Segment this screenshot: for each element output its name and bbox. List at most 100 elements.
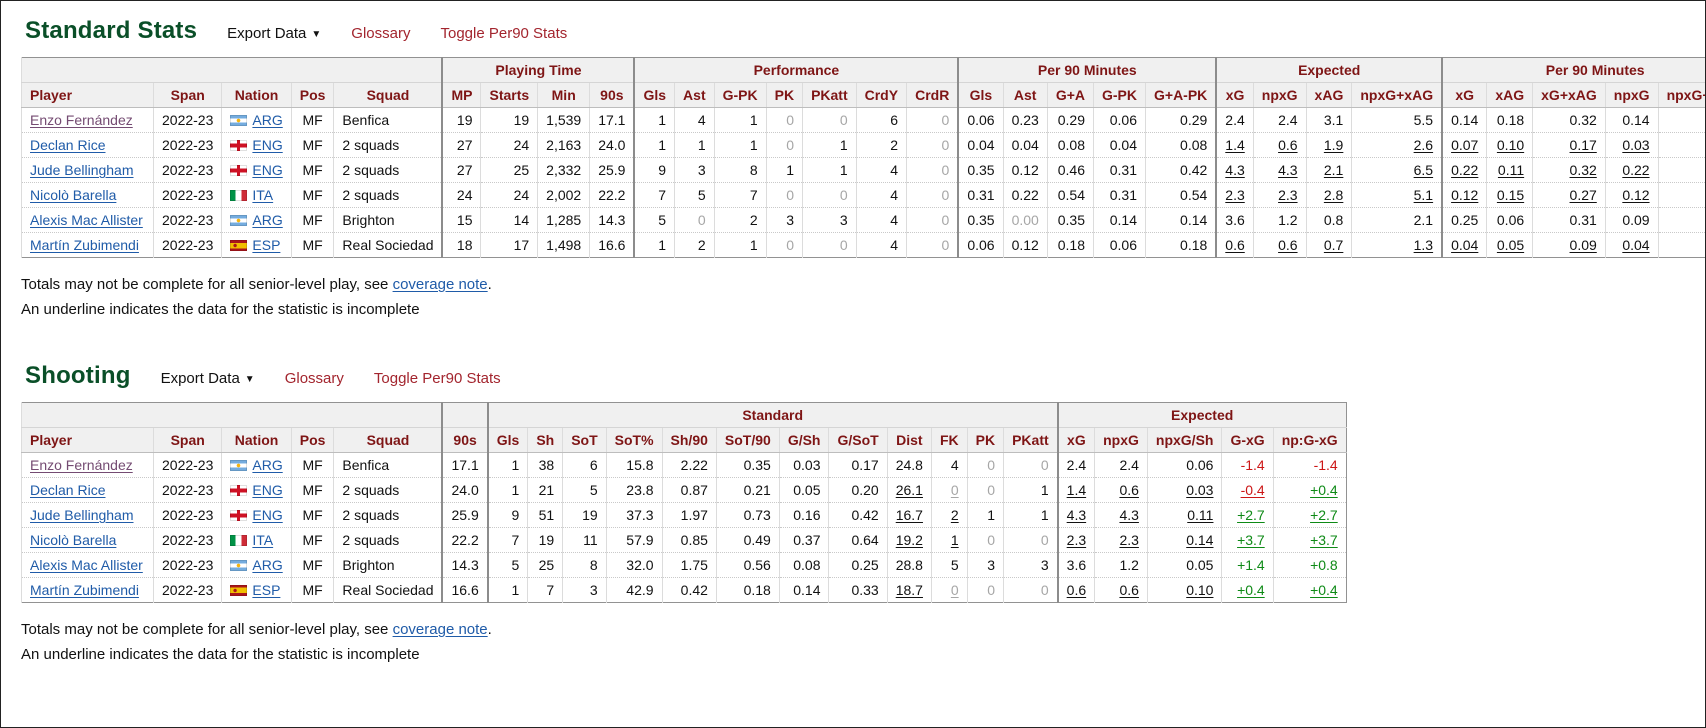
col-header-mp[interactable]: MP [441, 82, 481, 108]
col-header-npxg[interactable]: npxG [1604, 82, 1659, 108]
player-link[interactable]: Alexis Mac Allister [30, 557, 143, 573]
col-header-starts[interactable]: Starts [480, 82, 538, 108]
squad-cell: Real Sociedad [333, 577, 443, 603]
col-header-gls[interactable]: Gls [633, 82, 675, 108]
col-header-crdy[interactable]: CrdY [855, 82, 907, 108]
col-header-np-g-xg[interactable]: np:G-xG [1272, 427, 1347, 453]
export-data-button[interactable]: Export Data ▼ [227, 25, 321, 42]
col-header-g-pk[interactable]: G-PK [1093, 82, 1146, 108]
glossary-link[interactable]: Glossary [284, 370, 344, 387]
col-header-squad[interactable]: Squad [333, 427, 443, 453]
player-link[interactable]: Enzo Fernández [30, 112, 133, 128]
nation-link[interactable]: ARG [252, 557, 283, 573]
player-link[interactable]: Alexis Mac Allister [30, 212, 143, 228]
col-header-squad[interactable]: Squad [333, 82, 443, 108]
col-header-npxg[interactable]: npxG [1094, 427, 1148, 453]
export-data-button[interactable]: Export Data ▼ [161, 370, 255, 387]
col-header-pk[interactable]: PK [966, 427, 1004, 453]
col-header-sh-90[interactable]: Sh/90 [661, 427, 717, 453]
coverage-note-link[interactable]: coverage note [392, 276, 488, 293]
col-header-90s[interactable]: 90s [589, 82, 635, 108]
nation-link[interactable]: ESP [252, 582, 281, 598]
col-header-pos[interactable]: Pos [290, 82, 334, 108]
column-group-playing-time: Playing Time [441, 57, 635, 83]
coverage-note-link[interactable]: coverage note [392, 621, 488, 638]
col-header-gls[interactable]: Gls [957, 82, 1004, 108]
col-header-crdr[interactable]: CrdR [906, 82, 959, 108]
col-header-sot-[interactable]: SoT% [605, 427, 663, 453]
col-header-span[interactable]: Span [152, 427, 222, 453]
col-header-player[interactable]: Player [21, 82, 154, 108]
stat-value: 2.4 [1066, 457, 1087, 473]
col-header-npxg-xag[interactable]: npxG+xAG [1657, 82, 1705, 108]
col-header-npxg-xag[interactable]: npxG+xAG [1351, 82, 1443, 108]
col-header-fk[interactable]: FK [930, 427, 968, 453]
nation-link[interactable]: ENG [252, 482, 283, 498]
player-link[interactable]: Nicolò Barella [30, 187, 117, 203]
stat-cell: 0.25 [1441, 207, 1487, 233]
player-link[interactable]: Nicolò Barella [30, 532, 117, 548]
player-link[interactable]: Jude Bellingham [30, 507, 134, 523]
nation-link[interactable]: ARG [252, 212, 283, 228]
nation-link[interactable]: ITA [252, 187, 274, 203]
col-header-ast[interactable]: Ast [674, 82, 715, 108]
col-header-npxg-sh[interactable]: npxG/Sh [1146, 427, 1222, 453]
player-link[interactable]: Martín Zubimendi [30, 582, 139, 598]
col-header-pkatt[interactable]: PKatt [1003, 427, 1058, 453]
nation-link[interactable]: ENG [252, 507, 283, 523]
stat-cell: 17 [480, 232, 538, 258]
stat-cell: 0 [906, 207, 959, 233]
col-header-xag[interactable]: xAG [1305, 82, 1352, 108]
player-link[interactable]: Declan Rice [30, 137, 106, 153]
col-header-span[interactable]: Span [152, 82, 222, 108]
player-link[interactable]: Jude Bellingham [30, 162, 134, 178]
col-header-pos[interactable]: Pos [290, 427, 334, 453]
col-header-g-xg[interactable]: G-xG [1221, 427, 1274, 453]
col-header-sot[interactable]: SoT [562, 427, 607, 453]
col-header-g-sh[interactable]: G/Sh [778, 427, 829, 453]
col-header-xg-xag[interactable]: xG+xAG [1532, 82, 1606, 108]
col-header-g-pk[interactable]: G-PK [713, 82, 767, 108]
toggle-per90-link[interactable]: Toggle Per90 Stats [373, 370, 501, 387]
col-header-player[interactable]: Player [21, 427, 154, 453]
col-header-sot-90[interactable]: SoT/90 [715, 427, 780, 453]
nation-link[interactable]: ESP [252, 237, 281, 253]
col-header-nation[interactable]: Nation [221, 427, 292, 453]
nation-link[interactable]: ENG [252, 137, 283, 153]
stat-value: 19 [456, 112, 473, 128]
col-header-npxg[interactable]: npxG [1252, 82, 1307, 108]
col-header-xg[interactable]: xG [1056, 427, 1095, 453]
nation-link[interactable]: ITA [252, 532, 274, 548]
glossary-link[interactable]: Glossary [351, 25, 411, 42]
player-link[interactable]: Martín Zubimendi [30, 237, 139, 253]
shooting-table: Standard Expected Player Span Nation Pos Squad… [21, 402, 1347, 603]
nation-link[interactable]: ARG [252, 112, 283, 128]
col-header-xg[interactable]: xG [1215, 82, 1254, 108]
nation-cell: ARG [221, 552, 292, 578]
stat-cell: 0 [802, 232, 857, 258]
nation-link[interactable]: ARG [252, 457, 283, 473]
player-link[interactable]: Enzo Fernández [30, 457, 133, 473]
toggle-per90-link[interactable]: Toggle Per90 Stats [440, 25, 568, 42]
col-header-pkatt[interactable]: PKatt [802, 82, 857, 108]
player-link[interactable]: Declan Rice [30, 482, 106, 498]
nation-link[interactable]: ENG [252, 162, 283, 178]
col-header-sh[interactable]: Sh [527, 427, 563, 453]
col-header-g-sot[interactable]: G/SoT [828, 427, 888, 453]
col-header-dist[interactable]: Dist [886, 427, 932, 453]
stat-cell: 0.42 [828, 502, 888, 528]
stat-cell: 0.20 [828, 477, 888, 503]
col-header-pk[interactable]: PK [765, 82, 803, 108]
col-header-90s[interactable]: 90s [441, 427, 488, 453]
col-header-min[interactable]: Min [537, 82, 590, 108]
stat-cell: 0.22 [1002, 182, 1048, 208]
col-header-xag[interactable]: xAG [1486, 82, 1533, 108]
stat-value: 0.18 [743, 582, 771, 598]
col-header-g-a-pk[interactable]: G+A-PK [1145, 82, 1217, 108]
col-header-xg[interactable]: xG [1441, 82, 1487, 108]
col-header-nation[interactable]: Nation [221, 82, 292, 108]
col-header-g-a[interactable]: G+A [1046, 82, 1094, 108]
col-header-ast[interactable]: Ast [1002, 82, 1048, 108]
col-header-gls[interactable]: Gls [486, 427, 528, 453]
stat-cell: 3 [966, 552, 1004, 578]
